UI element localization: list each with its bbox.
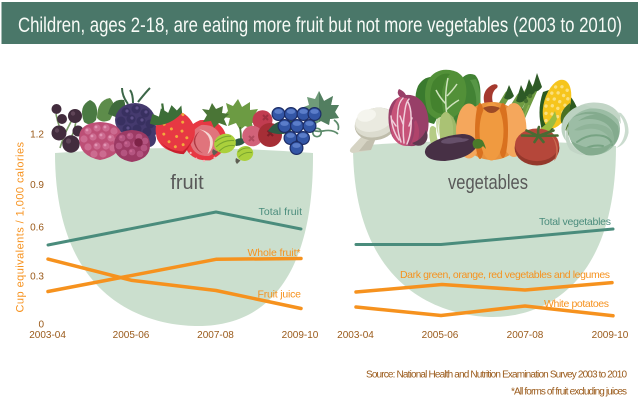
svg-text:Children, ages 2-18, are eatin: Children, ages 2-18, are eating more fru… <box>18 13 622 37</box>
svg-text:Dark green, orange, red vegeta: Dark green, orange, red vegetables and l… <box>400 269 610 281</box>
svg-text:2005-06: 2005-06 <box>422 330 459 341</box>
svg-text:Whole fruit*: Whole fruit* <box>248 247 301 259</box>
svg-text:fruit: fruit <box>170 172 204 194</box>
svg-text:2009-10: 2009-10 <box>282 330 319 341</box>
svg-text:2003-04: 2003-04 <box>337 330 374 341</box>
svg-text:0.9: 0.9 <box>30 180 44 191</box>
svg-text:Total vegetables: Total vegetables <box>539 216 611 228</box>
svg-text:0.3: 0.3 <box>30 272 44 283</box>
svg-text:Source: National Health and Nu: Source: National Health and Nutrition Ex… <box>366 370 627 381</box>
svg-text:White potatoes: White potatoes <box>544 298 609 310</box>
svg-text:0.6: 0.6 <box>30 223 44 234</box>
svg-text:2005-06: 2005-06 <box>113 330 150 341</box>
svg-text:*All forms of fruit excluding: *All forms of fruit excluding juices <box>511 387 627 398</box>
svg-text:2007-08: 2007-08 <box>507 330 544 341</box>
svg-text:Cup equivalents / 1,000 calori: Cup equivalents / 1,000 calories <box>15 141 27 312</box>
svg-text:2009-10: 2009-10 <box>592 330 629 341</box>
svg-text:Total fruit: Total fruit <box>259 206 303 218</box>
svg-text:1.2: 1.2 <box>30 130 44 141</box>
svg-text:2003-04: 2003-04 <box>29 330 66 341</box>
svg-text:vegetables: vegetables <box>448 172 528 194</box>
svg-text:2007-08: 2007-08 <box>197 330 234 341</box>
svg-text:Fruit juice: Fruit juice <box>258 289 302 301</box>
svg-text:0: 0 <box>38 320 44 331</box>
